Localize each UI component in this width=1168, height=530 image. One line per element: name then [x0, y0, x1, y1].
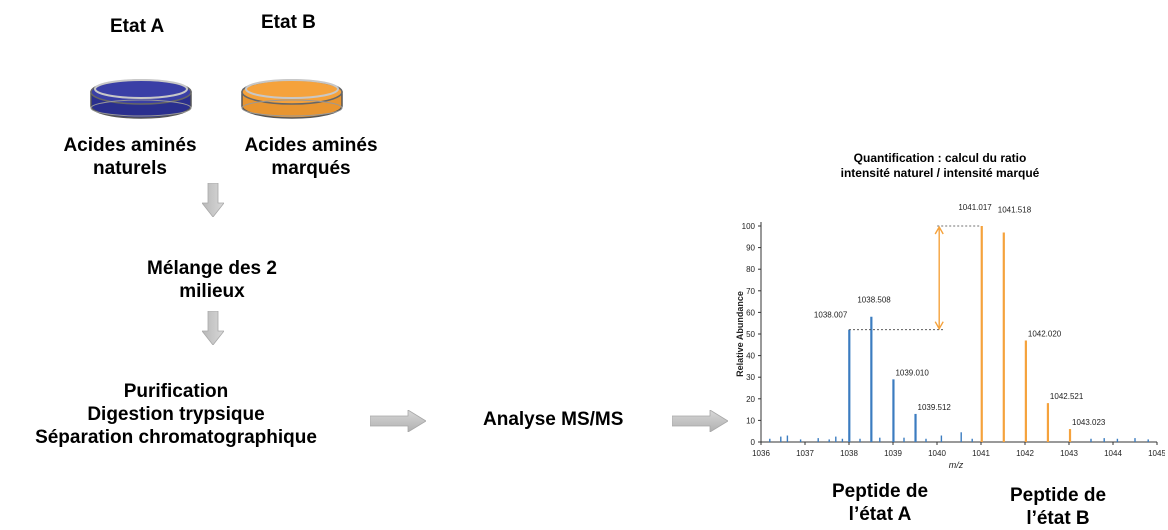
- mix-step-label: Mélange des 2 milieux: [112, 257, 312, 303]
- x-tick-label: 1044: [1104, 449, 1122, 458]
- peptide-b-label: Peptide de l’état B: [978, 484, 1138, 530]
- mix-step-line1: Mélange des 2: [147, 258, 277, 279]
- spectrum-title: Quantification : calcul du ratio intensi…: [790, 151, 1090, 181]
- step-separation: Séparation chromatographique: [35, 427, 317, 448]
- peak-label: 1041.518: [998, 205, 1032, 214]
- y-tick-label: 30: [746, 373, 755, 382]
- mass-spectrum-chart: 0 10 20 30 40 50 60 70 80 90 100 1036 1037 1038 1039 10…: [735, 203, 1165, 470]
- peptide-b-line2: l’état B: [1026, 508, 1090, 529]
- ratio-arrow-head-top: [934, 225, 944, 235]
- peptide-a-line1: Peptide de: [831, 481, 929, 502]
- y-tick-label: 0: [751, 438, 756, 447]
- peak-label: 1038.508: [857, 296, 891, 305]
- spectrum-title-line2: intensité naturel / intensité marqué: [840, 166, 1040, 180]
- state-a-label-line2: naturels: [93, 158, 167, 179]
- y-tick-label: 80: [746, 265, 755, 274]
- x-tick-label: 1041: [972, 449, 990, 458]
- down-arrow-icon: [202, 311, 224, 345]
- state-b-label: Acides aminés marqués: [221, 134, 401, 180]
- spectrum-title-line1: Quantification : calcul du ratio: [853, 151, 1027, 165]
- state-a-label-line1: Acides aminés: [63, 135, 197, 156]
- y-tick-label: 40: [746, 352, 755, 361]
- x-tick-label: 1039: [884, 449, 902, 458]
- x-tick-label: 1042: [1016, 449, 1034, 458]
- x-tick-label: 1043: [1060, 449, 1078, 458]
- petri-dish-b-rim: [245, 79, 339, 99]
- y-tick-label: 20: [746, 395, 755, 404]
- y-tick-label: 50: [746, 330, 755, 339]
- petri-dish-a: [90, 79, 192, 119]
- down-arrow-icon: [202, 183, 224, 217]
- x-axis-label: m/z: [949, 460, 964, 470]
- x-tick-label: 1040: [928, 449, 946, 458]
- ratio-arrow-head-bottom: [934, 321, 944, 331]
- right-arrow-icon: [370, 410, 426, 432]
- state-b-title: Etat B: [261, 12, 316, 33]
- x-tick-label: 1037: [796, 449, 814, 458]
- peak-label: 1038.007: [814, 311, 848, 320]
- analysis-step-label: Analyse MS/MS: [483, 409, 624, 430]
- y-tick-label: 70: [746, 287, 755, 296]
- x-tick-label: 1038: [840, 449, 858, 458]
- y-axis-label: Relative Abundance: [735, 291, 745, 377]
- peak-label: 1042.020: [1028, 329, 1062, 338]
- x-tick-label: 1036: [752, 449, 770, 458]
- peptide-b-line1: Peptide de: [1009, 485, 1107, 506]
- petri-dish-a-rim: [94, 79, 188, 99]
- y-tick-label: 60: [746, 308, 755, 317]
- state-b-label-line1: Acides aminés: [244, 135, 378, 156]
- state-a-label: Acides aminés naturels: [40, 134, 220, 180]
- peak-label: 1041.017: [958, 203, 992, 212]
- mix-step-line2: milieux: [179, 281, 245, 302]
- processing-steps: Purification Digestion trypsique Séparat…: [0, 380, 352, 449]
- y-tick-label: 10: [746, 416, 755, 425]
- x-tick-label: 1045: [1148, 449, 1165, 458]
- peak-label: 1039.512: [918, 403, 952, 412]
- petri-dish-b: [241, 79, 343, 119]
- y-tick-label: 90: [746, 244, 755, 253]
- peptide-a-line2: l’état A: [848, 504, 912, 525]
- step-digestion: Digestion trypsique: [87, 404, 265, 425]
- peak-label: 1039.010: [895, 368, 929, 377]
- step-purification: Purification: [123, 381, 229, 402]
- state-a-title: Etat A: [110, 16, 165, 37]
- peak-label: 1043.023: [1072, 418, 1106, 427]
- peptide-a-label: Peptide de l’état A: [800, 480, 960, 526]
- y-tick-label: 100: [742, 222, 756, 231]
- state-b-label-line2: marqués: [271, 158, 351, 179]
- peak-label: 1042.521: [1050, 392, 1084, 401]
- right-arrow-icon: [672, 410, 728, 432]
